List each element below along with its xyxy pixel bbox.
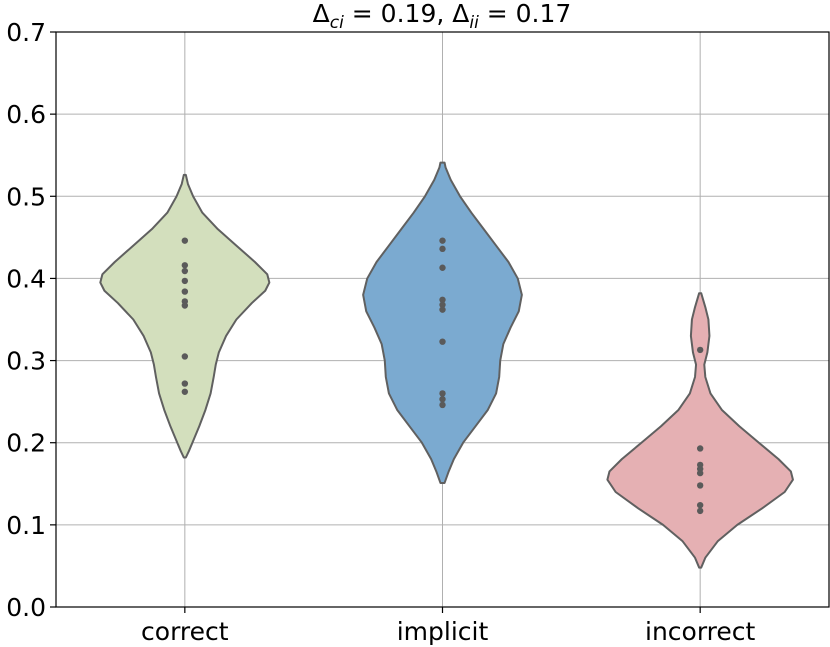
axes: 0.0 0.1 0.2 0.3 0.4 0.5 0.6 0.7 correct implicit i… [6, 18, 755, 646]
data-point-incorrect [696, 469, 704, 477]
data-point-implicit [439, 245, 446, 253]
data-point-implicit [439, 306, 446, 313]
data-point-correct [181, 277, 189, 285]
data-point-implicit [439, 395, 446, 403]
data-point-correct [181, 267, 189, 275]
x-tick-label-implicit: implicit [397, 617, 489, 646]
violins [99, 161, 794, 569]
title-sub-ii: ii [469, 13, 479, 33]
y-tick-label: 0.1 [6, 511, 46, 540]
data-point-correct [181, 262, 189, 269]
data-point-implicit [439, 401, 446, 409]
chart-title: Δci = 0.19, Δii = 0.17 [313, 0, 572, 33]
data-point-implicit [439, 237, 446, 244]
title-value-ii: = 0.17 [479, 0, 572, 28]
data-point-incorrect [696, 482, 704, 489]
violin-correct [99, 173, 271, 459]
data-point-incorrect [696, 445, 704, 452]
y-tick-label: 0.0 [6, 593, 46, 622]
data-point-implicit [439, 296, 446, 303]
data-point-correct [181, 302, 189, 309]
data-point-implicit [439, 338, 446, 345]
data-point-implicit [439, 301, 446, 308]
data-point-implicit [439, 264, 446, 271]
data-point-correct [181, 288, 189, 295]
data-point-incorrect [696, 346, 704, 354]
data-point-implicit [439, 390, 446, 397]
y-tick-label: 0.7 [6, 18, 46, 47]
violin-implicit [362, 161, 523, 484]
data-point-correct [181, 380, 189, 387]
violin-incorrect [606, 292, 794, 569]
title-sub-ci: ci [330, 13, 344, 33]
data-point-incorrect [696, 507, 704, 515]
data-point-correct [181, 353, 189, 360]
title-delta-ci: Δ [313, 0, 330, 28]
data-point-correct [181, 388, 189, 395]
x-tick-label-incorrect: incorrect [645, 617, 756, 646]
y-tick-label: 0.5 [6, 182, 46, 211]
title-value-ci: = 0.19, [344, 0, 452, 28]
data-point-correct [181, 237, 189, 244]
x-tick-label-correct: correct [141, 617, 229, 646]
y-tick-label: 0.2 [6, 429, 46, 458]
title-delta-ii: Δ [452, 0, 469, 28]
y-tick-label: 0.4 [6, 264, 46, 293]
y-tick-label: 0.6 [6, 100, 46, 129]
y-tick-label: 0.3 [6, 347, 46, 376]
data-point-incorrect [696, 501, 704, 509]
